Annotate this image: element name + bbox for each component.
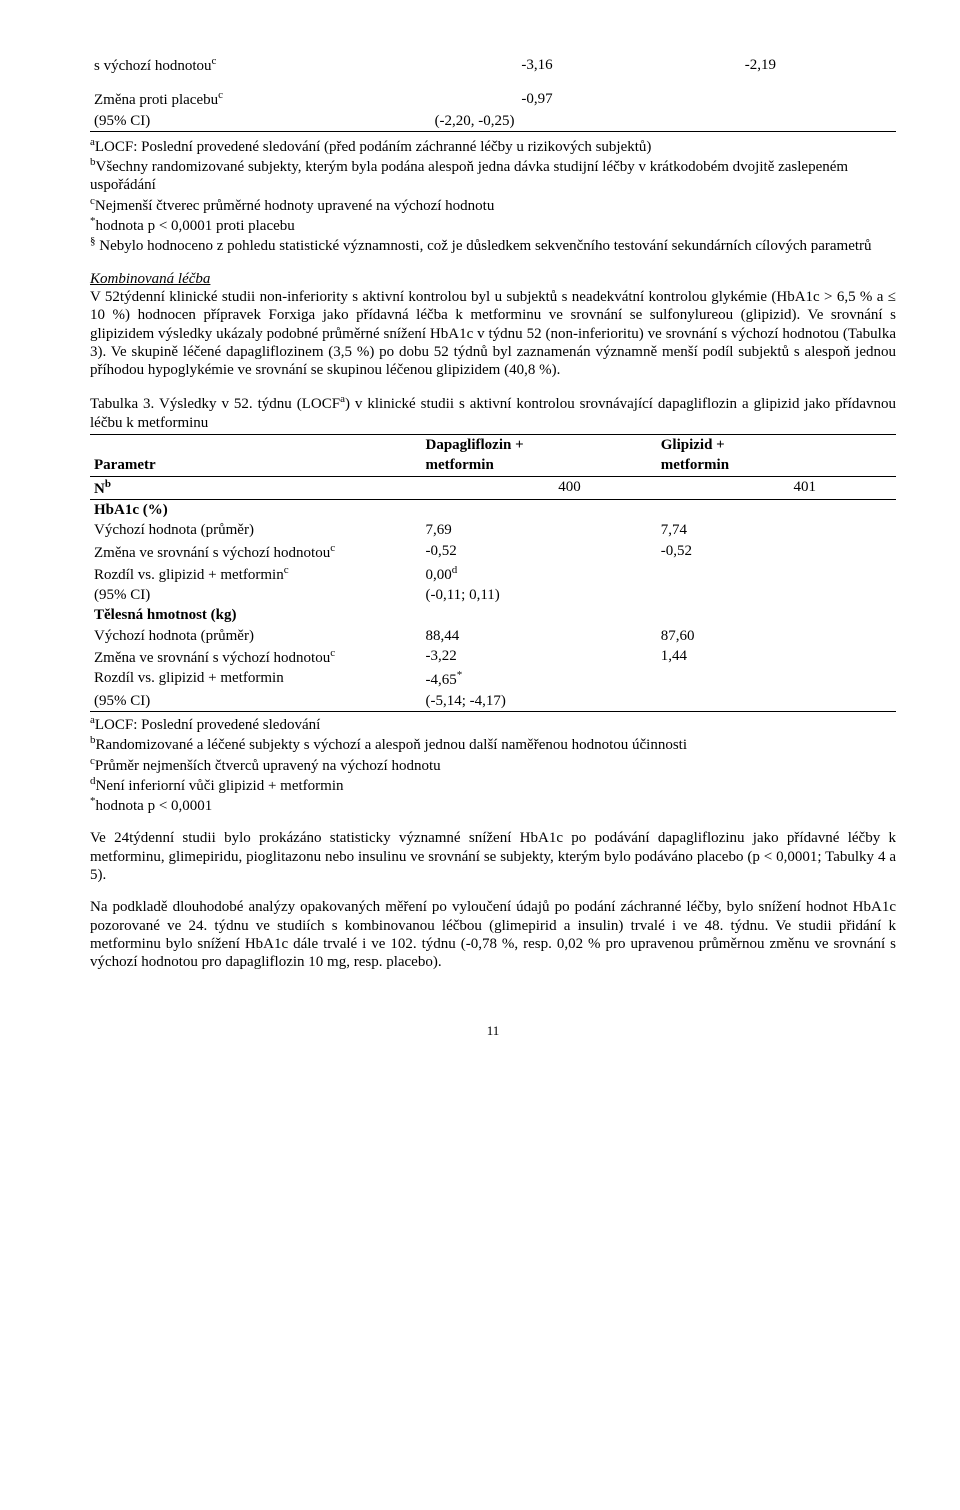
table-row: Změna ve srovnání s výchozí hodnotouc -3… xyxy=(90,646,896,668)
table-row: Výchozí hodnota (průměr) 7,69 7,74 xyxy=(90,520,896,540)
cell-label: Změna ve srovnání s výchozí hodnotou xyxy=(94,545,330,561)
table-row: Výchozí hodnota (průměr) 88,44 87,60 xyxy=(90,626,896,646)
cell-value: -0,52 xyxy=(661,541,896,563)
table-row: s výchozí hodnotouc -3,16 -2,19 xyxy=(90,54,896,76)
paragraph: Na podkladě dlouhodobé analýzy opakovaný… xyxy=(90,898,896,971)
footnote-text: Randomizované a léčené subjekty s výchoz… xyxy=(96,737,688,753)
col-header: metformin xyxy=(425,455,660,476)
cell-value: -0,52 xyxy=(425,541,660,563)
col-header: Parametr xyxy=(90,455,425,476)
table-row: (95% CI) (-0,11; 0,11) xyxy=(90,585,896,605)
footnote-text: Není inferiorní vůči glipizid + metformi… xyxy=(96,778,344,794)
cell-label: Rozdíl vs. glipizid + metformin xyxy=(90,668,425,690)
col-header: metformin xyxy=(661,455,896,476)
cell-value: -4,65 xyxy=(425,672,456,688)
table-section-header: Tělesná hmotnost (kg) xyxy=(90,605,896,625)
cell-sup: c xyxy=(284,564,289,576)
paragraph: V 52týdenní klinické studii non-inferior… xyxy=(90,288,896,379)
col-header: Dapagliflozin + xyxy=(425,435,660,456)
cell-value: (-0,11; 0,11) xyxy=(425,585,660,605)
cell-label: (95% CI) xyxy=(90,691,425,712)
cell-label: Změna proti placebu xyxy=(94,92,218,108)
cell-sup: c xyxy=(330,647,335,659)
cell-label: HbA1c (%) xyxy=(90,499,425,520)
table-row: Změna ve srovnání s výchozí hodnotouc -0… xyxy=(90,541,896,563)
cell-value: -3,16 xyxy=(425,54,653,76)
cell-value: -0,97 xyxy=(425,88,653,110)
footnote-text: Nejmenší čtverec průměrné hodnoty uprave… xyxy=(95,198,494,214)
page-number: 11 xyxy=(90,1023,896,1039)
footnotes-block-1: aLOCF: Poslední provedené sledování (pře… xyxy=(90,136,896,256)
cell-value: 400 xyxy=(425,476,660,499)
cell-label: s výchozí hodnotou xyxy=(94,58,212,74)
cell-label: (95% CI) xyxy=(94,113,150,129)
table-row: (95% CI) (-5,14; -4,17) xyxy=(90,691,896,712)
cell-sup: c xyxy=(212,55,217,67)
table-caption: Tabulka 3. Výsledky v 52. týdnu (LOCF xyxy=(90,396,340,412)
cell-value: 88,44 xyxy=(425,626,660,646)
cell-value: -3,22 xyxy=(425,646,660,668)
cell-label: Změna ve srovnání s výchozí hodnotou xyxy=(94,650,330,666)
table-row: Rozdíl vs. glipizid + metformin -4,65* xyxy=(90,668,896,690)
footnote-text: hodnota p < 0,0001 xyxy=(96,798,213,814)
table-row: Změna proti placebuc -0,97 xyxy=(90,88,896,110)
cell-sup: c xyxy=(218,89,223,101)
cell-sup: b xyxy=(105,478,111,490)
table-row: (95% CI) (-2,20, -0,25) xyxy=(90,111,896,132)
cell-label: Rozdíl vs. glipizid + metformin xyxy=(94,567,284,583)
cell-label: Tělesná hmotnost (kg) xyxy=(90,605,425,625)
footnote-text: LOCF: Poslední provedené sledování (před… xyxy=(95,139,652,155)
cell-value: (-5,14; -4,17) xyxy=(425,691,660,712)
table-3: Dapagliflozin + Glipizid + Parametr metf… xyxy=(90,434,896,712)
cell-sup: c xyxy=(330,542,335,554)
cell-value: 7,69 xyxy=(425,520,660,540)
table-row: Rozdíl vs. glipizid + metforminc 0,00d xyxy=(90,563,896,585)
col-header: Glipizid + xyxy=(661,435,896,456)
cell-value: 401 xyxy=(661,476,896,499)
footnote-text: Průměr nejmenších čtverců upravený na vý… xyxy=(95,758,441,774)
footnote-text: LOCF: Poslední provedené sledování xyxy=(95,717,320,733)
cell-label: Výchozí hodnota (průměr) xyxy=(90,626,425,646)
footnote-text: Všechny randomizované subjekty, kterým b… xyxy=(90,159,848,193)
paragraph: Ve 24týdenní studii bylo prokázáno stati… xyxy=(90,829,896,884)
table-row: Nb 400 401 xyxy=(90,476,896,499)
cell-value: 87,60 xyxy=(661,626,896,646)
cell-value: 7,74 xyxy=(661,520,896,540)
footnote-text: Nebylo hodnoceno z pohledu statistické v… xyxy=(96,238,872,254)
cell-value: 0,00 xyxy=(425,567,451,583)
section-title: Kombinovaná léčba xyxy=(90,270,896,288)
cell-label: N xyxy=(94,481,105,497)
cell-sup: * xyxy=(457,669,463,681)
footnotes-block-2: aLOCF: Poslední provedené sledování bRan… xyxy=(90,714,896,815)
table-section-header: HbA1c (%) xyxy=(90,499,896,520)
cell-sup: d xyxy=(452,564,458,576)
table-1: s výchozí hodnotouc -3,16 -2,19 Změna pr… xyxy=(90,54,896,132)
cell-label: Výchozí hodnota (průměr) xyxy=(90,520,425,540)
cell-label: (95% CI) xyxy=(90,585,425,605)
table-header-row: Dapagliflozin + Glipizid + xyxy=(90,435,896,456)
footnote-text: hodnota p < 0,0001 proti placebu xyxy=(96,218,295,234)
table-header-row: Parametr metformin metformin xyxy=(90,455,896,476)
cell-value: 1,44 xyxy=(661,646,896,668)
cell-value: -2,19 xyxy=(653,54,896,76)
cell-value: (-2,20, -0,25) xyxy=(425,111,653,132)
